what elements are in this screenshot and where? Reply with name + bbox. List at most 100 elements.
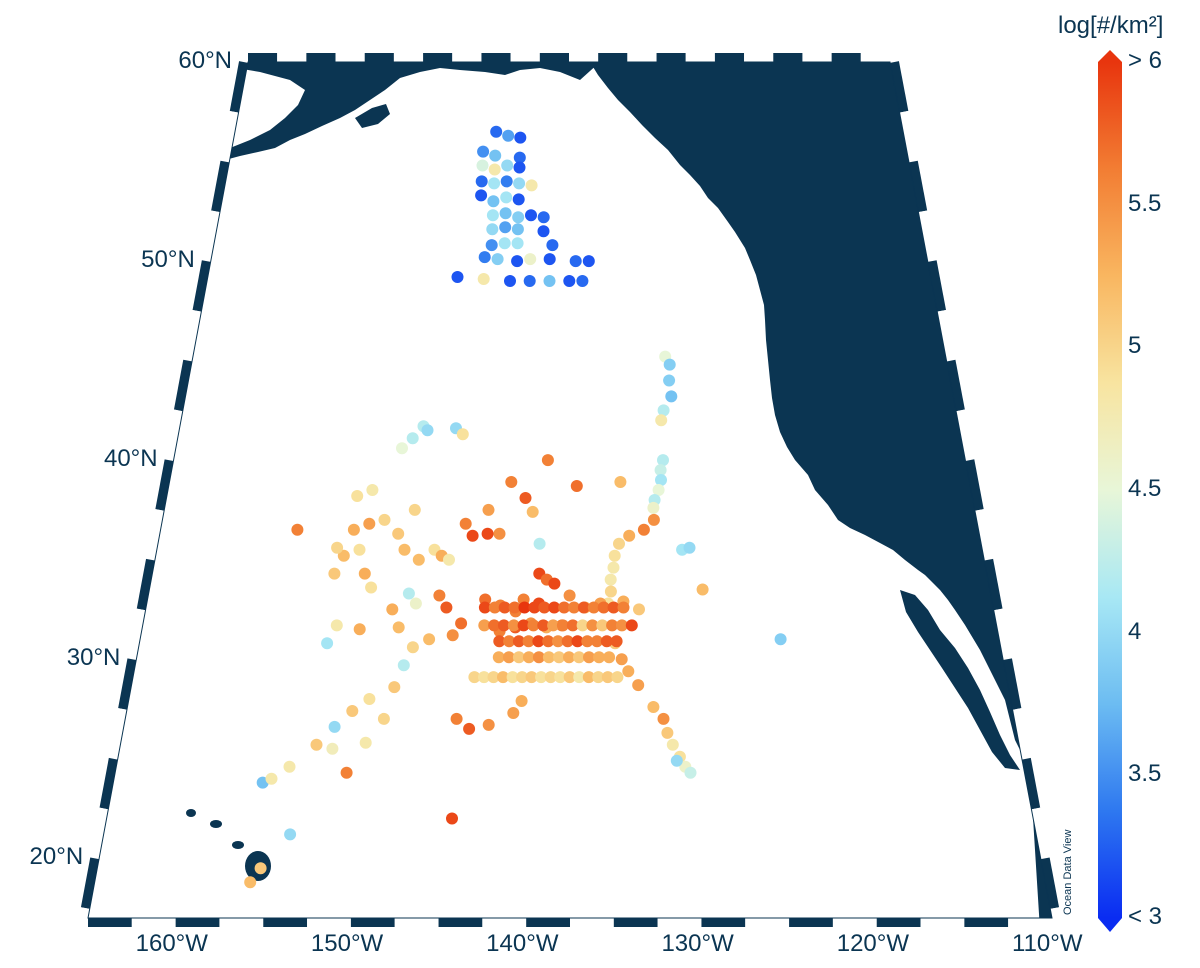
sample-point: [522, 635, 535, 648]
colorbar-tick-label: 4.5: [1128, 475, 1162, 502]
sample-point: [486, 223, 499, 236]
sample-point: [446, 812, 458, 825]
sample-point: [523, 275, 536, 287]
frame-left-segment: [79, 907, 90, 919]
sample-point: [406, 432, 419, 445]
sample-point: [543, 253, 556, 266]
frame-left-segment: [201, 210, 221, 262]
sample-point: [542, 651, 555, 664]
longitude-label: 110°W: [1012, 930, 1083, 957]
sample-point: [265, 772, 278, 785]
sample-point: [657, 454, 669, 467]
frame-right-segment: [937, 310, 956, 362]
sample-point: [603, 651, 616, 664]
sample-point: [625, 619, 638, 632]
sample-point: [514, 131, 527, 144]
sample-point: [284, 828, 297, 841]
frame-left-segment: [99, 757, 118, 810]
latitude-label: 50°N: [141, 246, 195, 274]
sample-point: [543, 275, 556, 287]
sample-point: [647, 701, 660, 713]
kodiak-island: [355, 104, 390, 128]
sample-point: [482, 718, 495, 731]
sample-point: [516, 671, 529, 684]
frame-right-segment: [1040, 857, 1060, 909]
sample-point: [632, 679, 645, 692]
sample-point: [488, 177, 501, 190]
sample-point: [683, 541, 696, 554]
sample-point: [617, 601, 630, 614]
colorbar-tick-label: > 6: [1128, 47, 1163, 74]
sample-point: [554, 671, 567, 684]
sample-point: [346, 705, 359, 717]
sample-point: [388, 681, 401, 694]
sample-point: [569, 255, 582, 268]
sample-point: [482, 503, 495, 516]
sample-point: [696, 583, 709, 596]
sample-point: [518, 601, 531, 614]
sample-point: [657, 712, 670, 725]
sample-point: [487, 671, 500, 684]
sample-point: [647, 513, 660, 526]
sample-point: [611, 671, 624, 684]
sample-point: [440, 601, 453, 614]
sample-point: [532, 635, 545, 648]
sample-point: [423, 633, 436, 646]
sample-point: [493, 635, 506, 648]
sample-point: [552, 635, 564, 648]
sample-point: [526, 505, 539, 518]
frame-right-segment: [1031, 807, 1050, 860]
sample-point: [568, 601, 580, 614]
sample-point: [386, 603, 399, 616]
sample-point: [392, 621, 405, 634]
sample-point: [502, 651, 515, 664]
sample-point: [488, 601, 501, 614]
frame-right-segment: [899, 110, 918, 163]
sample-point: [666, 738, 679, 751]
sample-point: [392, 527, 405, 540]
frame-left-segment: [146, 509, 165, 561]
sample-point: [500, 191, 513, 204]
sample-point: [488, 163, 501, 176]
sample-point: [553, 651, 565, 664]
sample-point: [446, 629, 459, 642]
sample-point: [455, 617, 468, 630]
sample-point: [501, 159, 514, 172]
sample-point: [326, 742, 339, 755]
sample-point: [600, 635, 613, 648]
longitude-label: 150°W: [310, 930, 384, 957]
frame-left-segment: [90, 807, 109, 860]
sample-point: [525, 179, 538, 192]
frame-right-segment: [918, 210, 937, 262]
sample-point: [576, 619, 589, 632]
sample-point: [498, 237, 511, 250]
oahu-island: [210, 820, 222, 828]
sample-point: [365, 581, 378, 594]
sample-point: [547, 619, 560, 632]
sample-point: [508, 601, 521, 614]
colorbar-title: log[#/km²]: [1058, 12, 1164, 39]
sample-point: [593, 651, 605, 664]
sample-point: [512, 635, 525, 648]
frame-right-segment: [946, 359, 965, 412]
sample-point: [576, 275, 589, 287]
sample-point: [573, 651, 585, 664]
colorbar-tick-label: 4: [1128, 617, 1142, 645]
sample-point: [563, 275, 576, 287]
sample-point: [459, 517, 472, 530]
frame-right-segment: [1050, 907, 1061, 919]
sample-point: [478, 671, 490, 684]
sample-point: [476, 159, 489, 172]
sample-point: [525, 209, 537, 222]
sample-point: [538, 601, 551, 614]
sample-point: [548, 601, 561, 614]
sample-point: [582, 671, 595, 684]
sample-point: [541, 454, 554, 467]
sample-point: [511, 237, 524, 250]
frame-right-segment: [890, 61, 909, 113]
sample-point: [657, 404, 670, 417]
maui-island: [232, 841, 244, 849]
colorbar-tick-label: 5: [1128, 332, 1142, 360]
sample-point: [607, 601, 620, 614]
sample-point: [504, 275, 516, 287]
